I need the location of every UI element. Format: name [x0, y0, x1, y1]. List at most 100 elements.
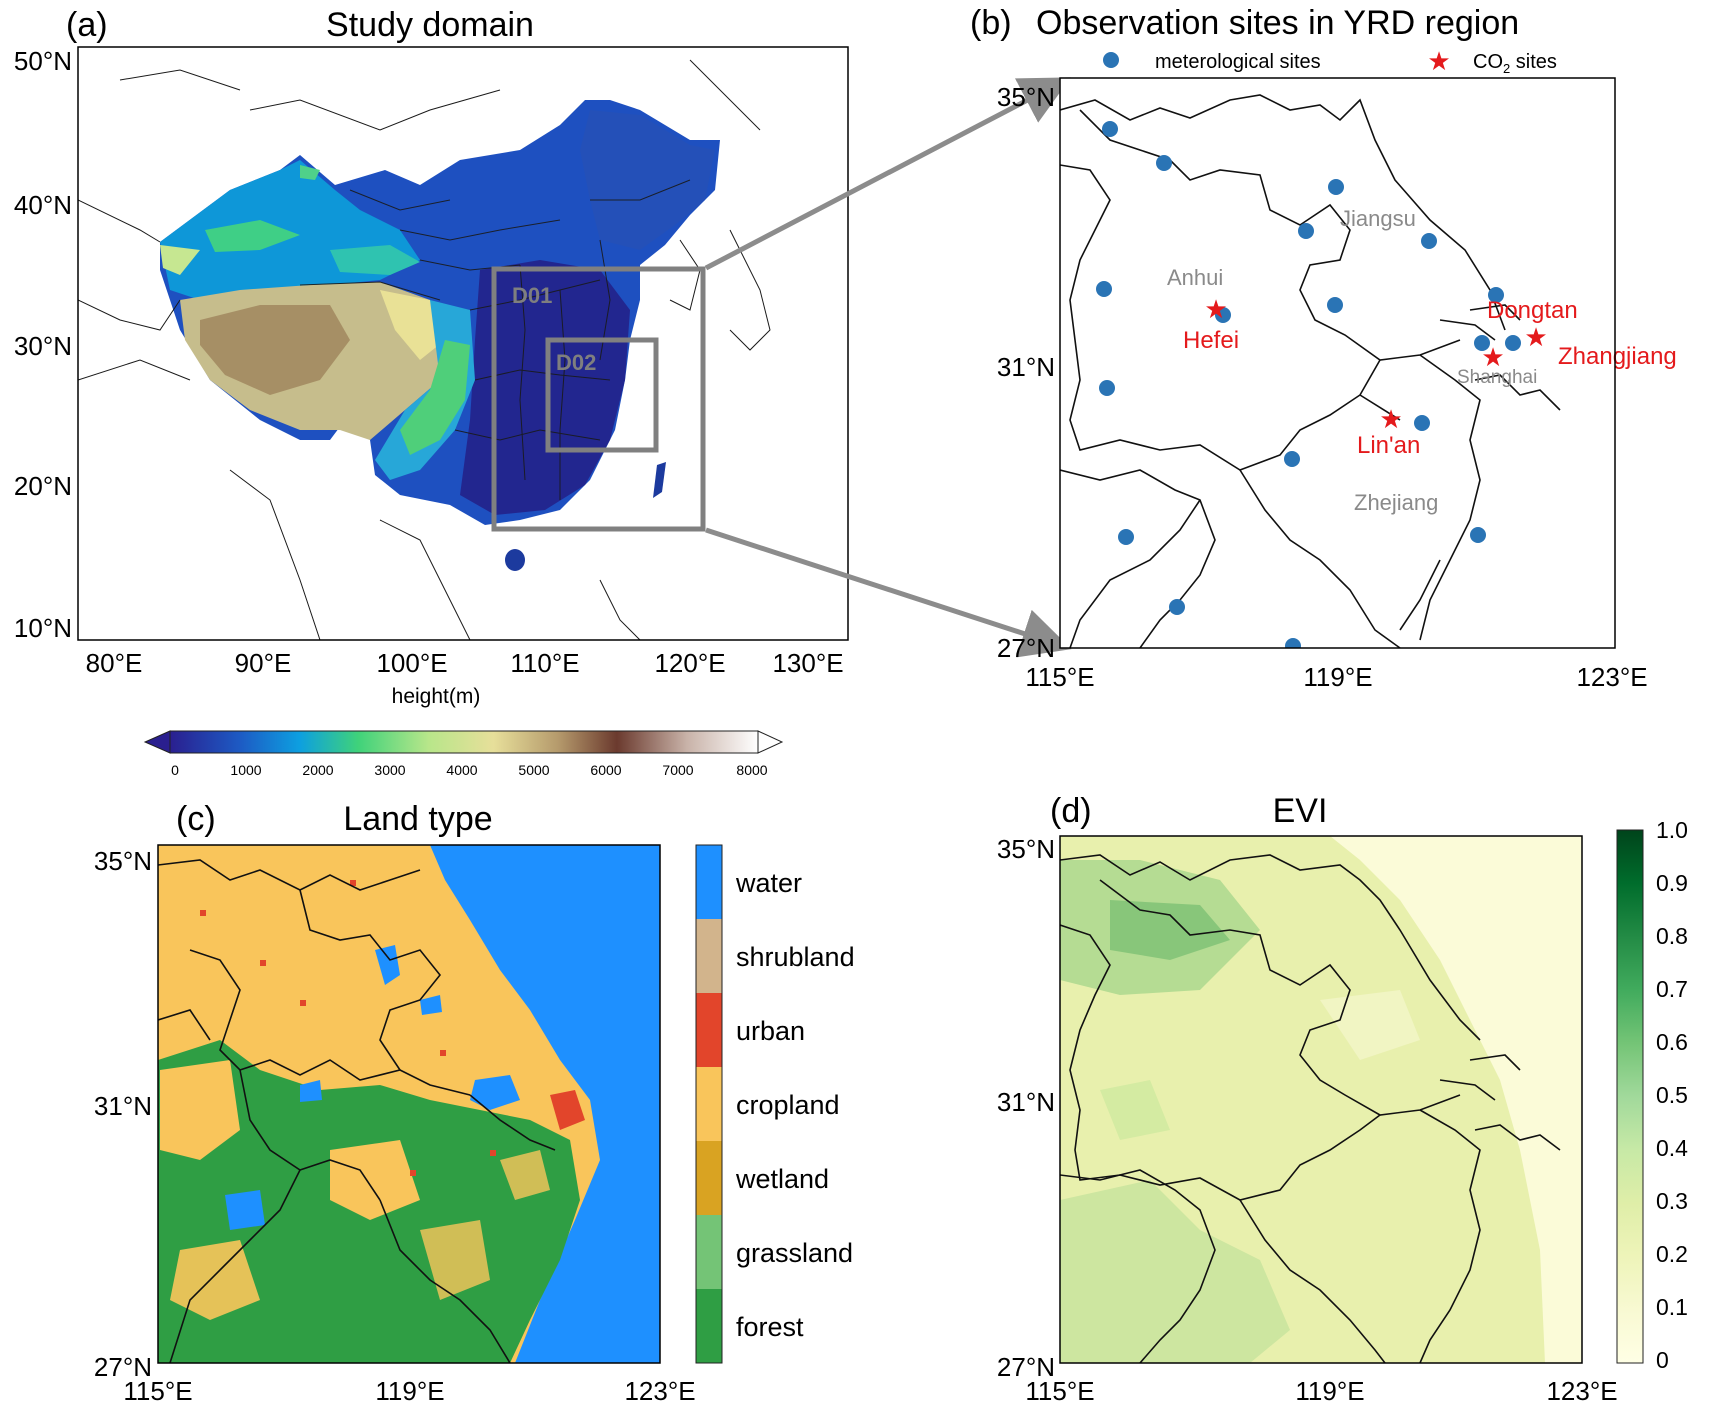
lat-tick: 35°N [997, 82, 1055, 112]
lon-tick: 130°E [772, 648, 843, 678]
colorbar-tick: 0.5 [1656, 1082, 1688, 1108]
met-site [1169, 599, 1185, 615]
lat-tick: 40°N [14, 190, 72, 220]
lat-tick: 27°N [997, 633, 1055, 663]
lon-tick: 90°E [235, 648, 292, 678]
lon-tick: 100°E [376, 648, 447, 678]
zoom-arrow-bottom [705, 527, 1072, 658]
panel-d: (d) EVI 35°N 31°N [997, 792, 1688, 1406]
panel-a-frame [77, 46, 849, 641]
legend-swatch-cropland [696, 1067, 722, 1141]
lon-tick: 123°E [1546, 1376, 1617, 1406]
lat-tick: 27°N [997, 1352, 1055, 1382]
lat-tick: 31°N [997, 352, 1055, 382]
met-site [1156, 155, 1172, 171]
lat-tick: 30°N [14, 331, 72, 361]
panel-d-letter: (d) [1050, 792, 1092, 830]
legend-swatch-wetland [696, 1141, 722, 1215]
legend-label: forest [736, 1312, 804, 1342]
panel-b-letter: (b) [970, 4, 1012, 42]
hainan [505, 549, 525, 571]
met-site [1284, 451, 1300, 467]
met-site [1285, 638, 1301, 648]
lat-tick: 31°N [94, 1091, 152, 1121]
co2-site-dongtan-marker: ★ [1524, 322, 1547, 352]
panel-c-title: Land type [343, 800, 492, 838]
height-colorbar [169, 730, 759, 754]
lon-tick: 119°E [375, 1376, 444, 1406]
co2-site-label: Lin'an [1357, 432, 1420, 459]
colorbar-tick: 3000 [374, 762, 405, 778]
legend-label: urban [736, 1016, 805, 1046]
province-label: Zhejiang [1354, 490, 1438, 515]
sea-water [430, 845, 660, 1363]
co2-site-hefei-marker: ★ [1204, 294, 1227, 324]
lon-tick: 123°E [1576, 662, 1647, 692]
met-site [1118, 529, 1134, 545]
co2-site-label: Zhangjiang [1558, 343, 1677, 370]
panel-d-frame [1059, 835, 1583, 1364]
panel-a-letter: (a) [66, 6, 108, 44]
panel-a: (a) Study domain [14, 6, 849, 778]
lat-tick: 35°N [94, 846, 152, 876]
lon-tick: 115°E [1025, 1376, 1094, 1406]
legend-swatch-forest [696, 1289, 722, 1363]
colorbar-tick: 0 [171, 762, 179, 778]
met-site [1328, 179, 1344, 195]
lon-tick: 115°E [1025, 662, 1094, 692]
panel-b-map: ★ ★ ★ ★ Jiangsu Anhui Zhejiang Shanghai … [1060, 78, 1615, 648]
zoom-arrow-top [704, 77, 1071, 271]
china-northeast [580, 110, 715, 250]
lon-tick: 115°E [123, 1376, 192, 1406]
lon-tick: 119°E [1303, 662, 1372, 692]
met-site [1102, 121, 1118, 137]
legend-swatch-water [696, 845, 722, 919]
met-site-legend-icon [1103, 52, 1119, 68]
colorbar-tick: 0.6 [1656, 1029, 1688, 1055]
lon-tick: 110°E [510, 648, 579, 678]
d01-box [491, 266, 706, 532]
colorbar-tick: 4000 [446, 762, 477, 778]
province-label: Shanghai [1457, 367, 1537, 388]
co2-site-label: Dongtan [1487, 297, 1578, 324]
panel-b-title: Observation sites in YRD region [1036, 4, 1519, 42]
co2-site-label: Hefei [1183, 327, 1239, 354]
legend-label: shrubland [736, 942, 855, 972]
lon-tick: 80°E [86, 648, 143, 678]
legend-label: wetland [735, 1164, 829, 1194]
met-site [1488, 287, 1504, 303]
co2-site-zhangjiang-marker: ★ [1481, 342, 1504, 372]
colorbar-tick: 0.9 [1656, 870, 1688, 896]
colorbar-tick: 7000 [662, 762, 693, 778]
colorbar-tick: 8000 [736, 762, 767, 778]
lat-tick: 20°N [14, 471, 72, 501]
met-site [1215, 307, 1231, 323]
evi-colorbar [1616, 829, 1644, 1364]
colorbar-tick: 1000 [230, 762, 261, 778]
legend-swatch-shrubland [696, 919, 722, 993]
met-site [1099, 380, 1115, 396]
legend-swatch-urban [696, 993, 722, 1067]
d01-label: D01 [512, 283, 552, 308]
met-site [1298, 223, 1314, 239]
d02-box [545, 337, 659, 453]
lat-tick: 10°N [14, 613, 72, 643]
met-site-legend-label: meterological sites [1155, 51, 1321, 73]
co2-site-linan-marker: ★ [1379, 404, 1402, 434]
colorbar-tick: 2000 [302, 762, 333, 778]
met-sites [1096, 121, 1521, 648]
panel-b-frame [1059, 77, 1616, 649]
colorbar-tick: 0.3 [1656, 1188, 1688, 1214]
panel-b: (b) Observation sites in YRD region mete… [970, 4, 1677, 692]
d02-label: D02 [556, 350, 596, 375]
met-site [1505, 335, 1521, 351]
panel-d-title: EVI [1273, 792, 1328, 830]
colorbar-tick: 6000 [590, 762, 621, 778]
lat-tick: 50°N [14, 46, 72, 76]
colorbar-tick: 0.2 [1656, 1241, 1688, 1267]
panel-a-map: D01 D02 [78, 47, 848, 640]
lat-tick: 35°N [997, 834, 1055, 864]
colorbar-tick: 0.1 [1656, 1294, 1688, 1320]
panel-d-map [1060, 836, 1582, 1363]
